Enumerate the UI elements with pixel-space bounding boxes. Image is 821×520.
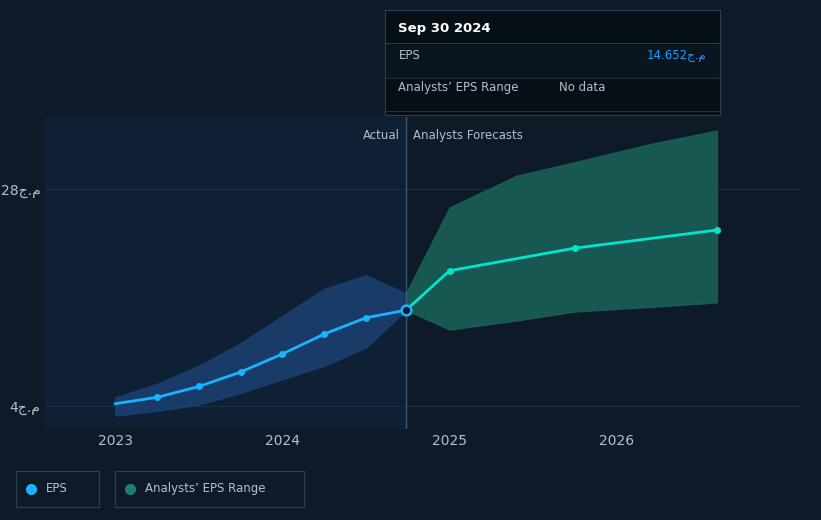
Text: Actual: Actual — [362, 129, 400, 142]
Text: EPS: EPS — [398, 49, 420, 62]
Text: 14.652ج.م: 14.652ج.م — [647, 49, 707, 62]
Text: Analysts’ EPS Range: Analysts’ EPS Range — [145, 483, 266, 495]
Text: EPS: EPS — [46, 483, 67, 495]
Text: Sep 30 2024: Sep 30 2024 — [398, 22, 491, 35]
Text: Analysts’ EPS Range: Analysts’ EPS Range — [398, 81, 519, 94]
FancyBboxPatch shape — [385, 44, 720, 78]
Bar — [45, 117, 406, 429]
Text: No data: No data — [559, 81, 606, 94]
Text: Analysts Forecasts: Analysts Forecasts — [413, 129, 523, 142]
